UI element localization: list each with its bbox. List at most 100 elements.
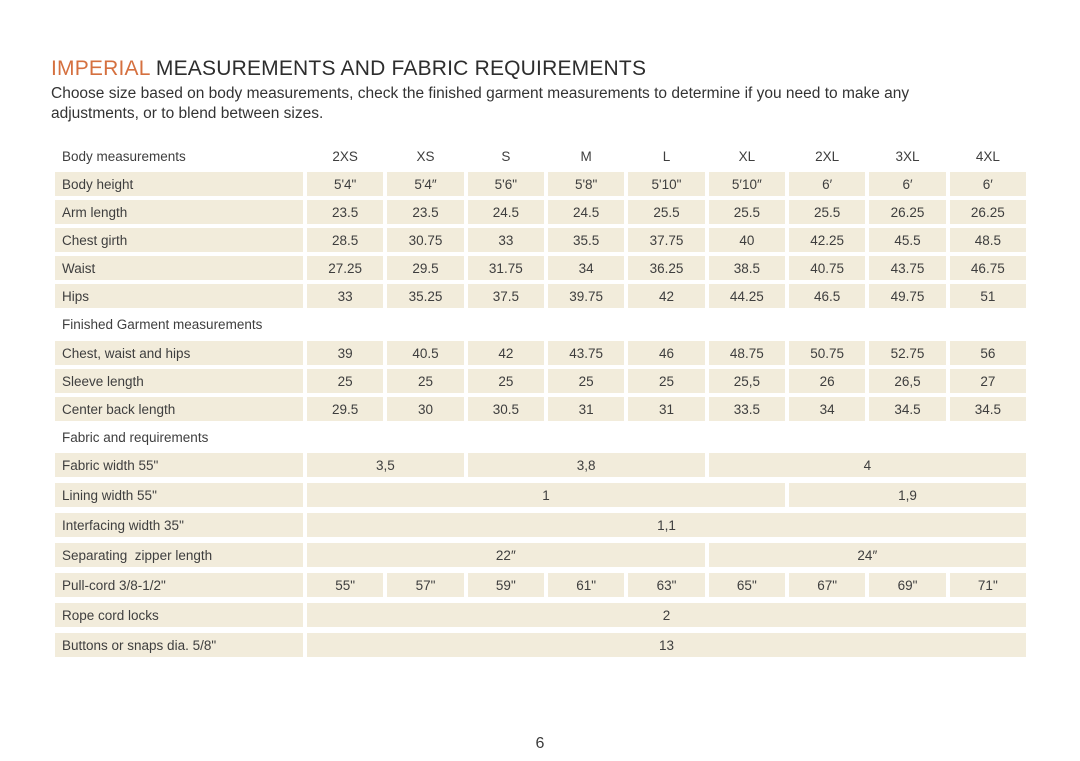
value-cell: 6′	[949, 172, 1026, 196]
value-cell: 31.75	[467, 256, 544, 280]
value-cell: 46.75	[949, 256, 1026, 280]
value-cell: 49.75	[869, 284, 946, 308]
value-cell: 25	[387, 369, 464, 393]
value-cell: 25	[467, 369, 544, 393]
value-cell: 5'4"	[307, 172, 384, 196]
size-column-header: L	[662, 148, 671, 164]
value-cell: 38.5	[708, 256, 785, 280]
value-cell: 55"	[307, 573, 384, 597]
value-cell: 33	[467, 228, 544, 252]
row-label: Buttons or snaps dia. 5/8"	[55, 633, 303, 657]
value-cell: 29.5	[387, 256, 464, 280]
size-column-header: 2XS	[332, 148, 358, 164]
value-cell: 42.25	[789, 228, 866, 252]
table-row: Arm length 23.5 23.5 24.5 24.5 25.5 25.5 25.5 26…	[55, 200, 1026, 224]
value-cell: 34	[789, 397, 866, 421]
size-column-header: S	[501, 148, 511, 164]
value-cell: 51	[949, 284, 1026, 308]
value-cell: 40.75	[789, 256, 866, 280]
value-cell: 57"	[387, 573, 464, 597]
value-cell: 30	[387, 397, 464, 421]
row-label: Interfacing width 35"	[55, 513, 303, 537]
table-row: Pull-cord 3/8-1/2" 55" 57" 59" 61" 63" 65" 67" 6…	[55, 573, 1026, 597]
value-cell: 25	[307, 369, 384, 393]
table-row: Buttons or snaps dia. 5/8" 13	[55, 633, 1026, 657]
page-title: IMPERIAL MEASUREMENTS AND FABRIC REQUIRE…	[51, 57, 1030, 81]
section-header-row: Fabric and requirements	[55, 425, 1026, 449]
row-label: Arm length	[55, 200, 303, 224]
value-cell: 5′4″	[387, 172, 464, 196]
table-row: Chest girth 28.5 30.75 33 35.5 37.75 40 42.25 45…	[55, 228, 1026, 252]
value-cell: 34.5	[949, 397, 1026, 421]
value-cell: 65"	[708, 573, 785, 597]
row-label: Pull-cord 3/8-1/2"	[55, 573, 303, 597]
size-column-header: 2XL	[815, 148, 840, 164]
value-cell: 50.75	[789, 341, 866, 365]
value-cell: 24.5	[467, 200, 544, 224]
value-cell: 43.75	[548, 341, 625, 365]
value-cell: 1,1	[307, 513, 1026, 537]
table-section: Body measurements 2XS XS S M L XL 2XL 3XL 4XL Body…	[55, 144, 1026, 308]
value-cell: 71"	[949, 573, 1026, 597]
value-cell: 3,5	[307, 453, 464, 477]
value-cell: 31	[548, 397, 625, 421]
value-cell: 29.5	[307, 397, 384, 421]
value-cell: 27	[949, 369, 1026, 393]
table-row: Separating zipper length 22″ 24″	[55, 543, 1026, 567]
table-row: Fabric width 55" 3,5 3,8 4	[55, 453, 1026, 477]
section-title: Fabric and requirements	[62, 429, 209, 445]
value-cell: 2	[307, 603, 1026, 627]
value-cell: 59"	[467, 573, 544, 597]
page-header: IMPERIAL MEASUREMENTS AND FABRIC REQUIRE…	[0, 0, 1080, 123]
value-cell: 5'6"	[467, 172, 544, 196]
value-cell: 22″	[307, 543, 705, 567]
value-cell: 1	[307, 483, 785, 507]
table-row: Waist 27.25 29.5 31.75 34 36.25 38.5 40.75 43.75…	[55, 256, 1026, 280]
value-cell: 5′10″	[708, 172, 785, 196]
row-label: Chest, waist and hips	[55, 341, 303, 365]
value-cell: 39.75	[548, 284, 625, 308]
row-label: Waist	[55, 256, 303, 280]
row-label: Center back length	[55, 397, 303, 421]
value-cell: 30.5	[467, 397, 544, 421]
value-cell: 27.25	[307, 256, 384, 280]
row-label: Fabric width 55"	[55, 453, 303, 477]
table-row: Lining width 55" 1 1,9	[55, 483, 1026, 507]
value-cell: 23.5	[387, 200, 464, 224]
size-column-header: 4XL	[975, 148, 1000, 164]
value-cell: 25.5	[628, 200, 705, 224]
value-cell: 24″	[708, 543, 1026, 567]
table-row: Chest, waist and hips 39 40.5 42 43.75 46 48.7…	[55, 341, 1026, 365]
value-cell: 46	[628, 341, 705, 365]
value-cell: 25,5	[708, 369, 785, 393]
value-cell: 26.25	[949, 200, 1026, 224]
value-cell: 56	[949, 341, 1026, 365]
value-cell: 31	[628, 397, 705, 421]
value-cell: 1,9	[789, 483, 1026, 507]
table-row: Interfacing width 35" 1,1	[55, 513, 1026, 537]
value-cell: 44.25	[708, 284, 785, 308]
value-cell: 33	[307, 284, 384, 308]
value-cell: 67"	[789, 573, 866, 597]
value-cell: 35.5	[548, 228, 625, 252]
value-cell: 13	[307, 633, 1026, 657]
row-label: Hips	[55, 284, 303, 308]
row-label: Lining width 55"	[55, 483, 303, 507]
value-cell: 42	[467, 341, 544, 365]
section-title: Finished Garment measurements	[62, 316, 263, 332]
value-cell: 52.75	[869, 341, 946, 365]
value-cell: 24.5	[548, 200, 625, 224]
table-section: Finished Garment measurements Chest, wais…	[55, 312, 1026, 421]
section-title: Body measurements	[62, 148, 186, 164]
value-cell: 45.5	[869, 228, 946, 252]
value-cell: 25	[628, 369, 705, 393]
size-column-header: M	[580, 148, 592, 164]
value-cell: 26	[789, 369, 866, 393]
value-cell: 4	[708, 453, 1026, 477]
value-cell: 42	[628, 284, 705, 308]
value-cell: 6′	[789, 172, 866, 196]
table-row: Sleeve length 25 25 25 25 25 25,5 26 26,5 27	[55, 369, 1026, 393]
value-cell: 5'10"	[628, 172, 705, 196]
value-cell: 25	[548, 369, 625, 393]
